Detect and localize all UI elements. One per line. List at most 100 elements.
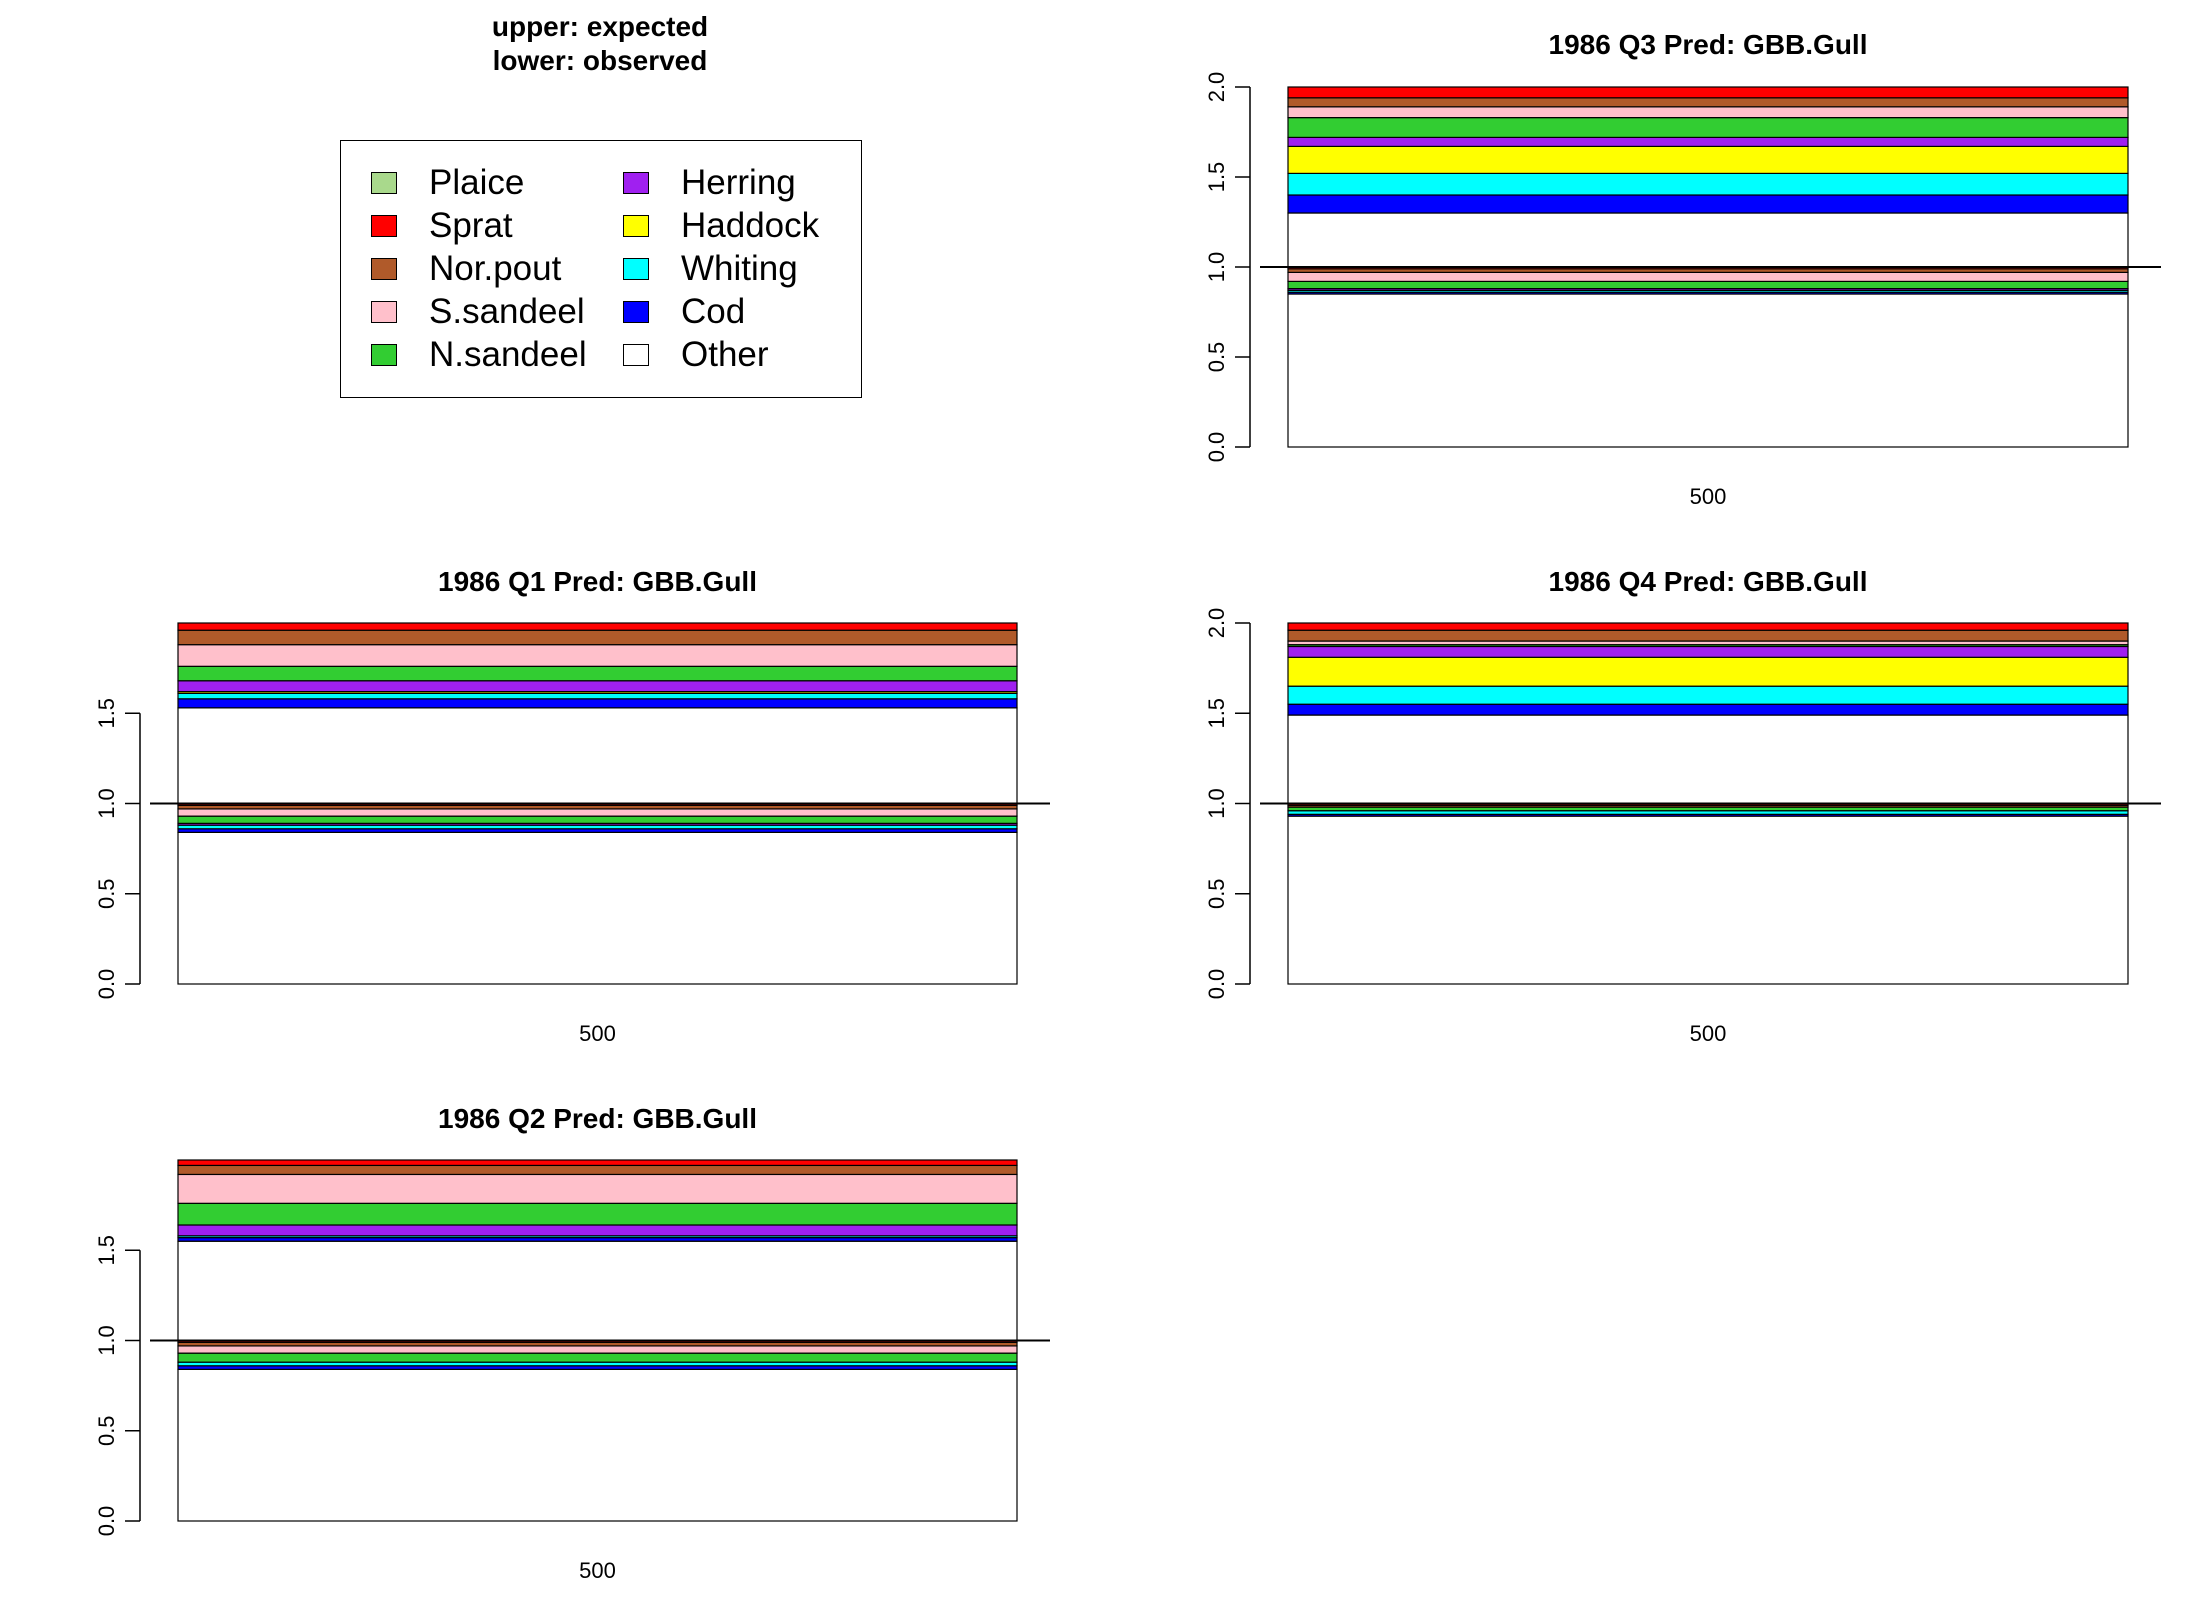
legend-label-herring: Herring bbox=[681, 163, 796, 202]
expected-bar-sprat bbox=[177, 1159, 1018, 1167]
legend-item-n-sandeel: N.sandeel bbox=[371, 335, 587, 375]
y-tick-label: 0.5 bbox=[94, 878, 119, 909]
legend-swatch-other bbox=[623, 344, 649, 366]
legend-item-herring: Herring bbox=[623, 163, 796, 203]
legend-swatch-sprat bbox=[371, 215, 397, 237]
legend-label-other: Other bbox=[681, 335, 769, 374]
chart-title: 1986 Q2 Pred: GBB.Gull bbox=[438, 1103, 757, 1134]
legend-label-n-sandeel: N.sandeel bbox=[429, 335, 587, 374]
legend-label-plaice: Plaice bbox=[429, 163, 525, 202]
expected-bar-other bbox=[177, 707, 1018, 805]
legend-swatch-herring bbox=[623, 172, 649, 194]
chart-title: 1986 Q4 Pred: GBB.Gull bbox=[1549, 566, 1868, 597]
expected-bar-sprat bbox=[1287, 622, 2129, 631]
observed-bar-s-sandeel bbox=[1287, 271, 2129, 282]
y-tick-label: 0.5 bbox=[1204, 878, 1229, 909]
chart-title: 1986 Q1 Pred: GBB.Gull bbox=[438, 566, 757, 597]
legend-item-haddock: Haddock bbox=[623, 206, 819, 246]
y-tick-label: 1.5 bbox=[94, 698, 119, 729]
legend-swatch-haddock bbox=[623, 215, 649, 237]
y-tick-label: 0.5 bbox=[94, 1415, 119, 1446]
legend-label-cod: Cod bbox=[681, 292, 746, 331]
expected-bar-other bbox=[1287, 212, 2129, 268]
y-tick-label: 0.0 bbox=[1204, 432, 1229, 463]
expected-bar-nor-pout bbox=[1287, 97, 2129, 108]
note-line-lower: lower: observed bbox=[492, 45, 708, 76]
y-tick-label: 2.0 bbox=[1204, 72, 1229, 103]
y-tick-label: 0.0 bbox=[94, 969, 119, 1000]
legend-label-whiting: Whiting bbox=[681, 249, 798, 288]
chart-panel-4: 1986 Q2 Pred: GBB.Gull 0.0 0.5 1.0 1.5 500 bbox=[94, 1103, 1050, 1583]
expected-bar-whiting bbox=[177, 692, 1018, 700]
legend-item-nor-pout: Nor.pout bbox=[371, 249, 561, 289]
legend-item-cod: Cod bbox=[623, 292, 745, 332]
observed-bar-other bbox=[1287, 815, 2129, 985]
y-tick-label: 1.0 bbox=[94, 1325, 119, 1356]
expected-bar-s-sandeel bbox=[177, 1173, 1018, 1204]
expected-bar-haddock bbox=[1287, 656, 2129, 687]
expected-bar-nor-pout bbox=[177, 1164, 1018, 1176]
y-tick-label: 1.0 bbox=[1204, 252, 1229, 283]
chart-panel-3: 1986 Q4 Pred: GBB.Gull 0.0 0.5 1.0 1.5 2.0 500 bbox=[1204, 566, 2161, 1046]
legend-label-sprat: Sprat bbox=[429, 206, 513, 245]
y-tick-label: 1.5 bbox=[1204, 162, 1229, 193]
chart-panel-1: 1986 Q3 Pred: GBB.Gull 0.0 0.5 1.0 1.5 2.0 500 bbox=[1204, 29, 2161, 509]
expected-bar-n-sandeel bbox=[1287, 116, 2129, 138]
legend-swatch-n-sandeel bbox=[371, 344, 397, 366]
expected-bar-nor-pout bbox=[177, 629, 1018, 646]
x-category-label: 500 bbox=[579, 1021, 616, 1046]
expected-bar-other bbox=[177, 1240, 1018, 1342]
y-tick-label: 1.0 bbox=[94, 788, 119, 819]
legend-item-sprat: Sprat bbox=[371, 206, 513, 246]
y-tick-label: 2.0 bbox=[1204, 608, 1229, 639]
expected-bar-sprat bbox=[177, 622, 1018, 631]
y-tick-label: 0.0 bbox=[1204, 969, 1229, 1000]
expected-bar-whiting bbox=[1287, 685, 2129, 705]
note-line-upper: upper: expected bbox=[491, 11, 709, 42]
legend-item-plaice: Plaice bbox=[371, 163, 524, 203]
legend-label-haddock: Haddock bbox=[681, 206, 820, 245]
legend-label-nor-pout: Nor.pout bbox=[429, 249, 562, 288]
expected-bar-cod bbox=[1287, 194, 2129, 214]
legend-label-s-sandeel: S.sandeel bbox=[429, 292, 585, 331]
y-tick-label: 1.5 bbox=[1204, 698, 1229, 729]
expected-bar-cod bbox=[1287, 703, 2129, 716]
legend-swatch-nor-pout bbox=[371, 258, 397, 280]
legend: Plaice Sprat Nor.pout S.sandeel N.sandee… bbox=[340, 140, 862, 398]
expected-bar-cod bbox=[177, 698, 1018, 709]
expected-bar-other bbox=[1287, 714, 2129, 805]
x-category-label: 500 bbox=[1690, 1021, 1727, 1046]
observed-bar-s-sandeel bbox=[177, 1345, 1018, 1354]
chart-note: upper: expected lower: observed bbox=[300, 10, 900, 78]
y-tick-label: 1.5 bbox=[94, 1235, 119, 1266]
expected-bar-s-sandeel bbox=[1287, 106, 2129, 119]
expected-bar-n-sandeel bbox=[177, 665, 1018, 682]
expected-bar-herring bbox=[1287, 645, 2129, 658]
chart-title: 1986 Q3 Pred: GBB.Gull bbox=[1549, 29, 1868, 60]
expected-bar-nor-pout bbox=[1287, 629, 2129, 642]
legend-item-whiting: Whiting bbox=[623, 249, 798, 289]
legend-swatch-plaice bbox=[371, 172, 397, 194]
observed-bar-other bbox=[177, 831, 1018, 985]
x-category-label: 500 bbox=[1690, 484, 1727, 509]
legend-swatch-whiting bbox=[623, 258, 649, 280]
expected-bar-herring bbox=[177, 680, 1018, 693]
legend-item-s-sandeel: S.sandeel bbox=[371, 292, 585, 332]
observed-bar-n-sandeel bbox=[1287, 280, 2129, 290]
expected-bar-herring bbox=[177, 1224, 1018, 1237]
expected-bar-n-sandeel bbox=[177, 1202, 1018, 1226]
y-tick-label: 0.0 bbox=[94, 1506, 119, 1537]
legend-swatch-cod bbox=[623, 301, 649, 323]
chart-panel-2: 1986 Q1 Pred: GBB.Gull 0.0 0.5 1.0 1.5 500 bbox=[94, 566, 1050, 1046]
y-tick-label: 0.5 bbox=[1204, 342, 1229, 373]
observed-bar-s-sandeel bbox=[177, 808, 1018, 817]
legend-item-other: Other bbox=[623, 335, 769, 375]
legend-swatch-s-sandeel bbox=[371, 301, 397, 323]
x-category-label: 500 bbox=[579, 1558, 616, 1583]
observed-bar-other bbox=[1287, 293, 2129, 448]
expected-bar-whiting bbox=[1287, 172, 2129, 196]
observed-bar-other bbox=[177, 1368, 1018, 1522]
expected-bar-herring bbox=[1287, 136, 2129, 147]
expected-bar-s-sandeel bbox=[177, 644, 1018, 667]
